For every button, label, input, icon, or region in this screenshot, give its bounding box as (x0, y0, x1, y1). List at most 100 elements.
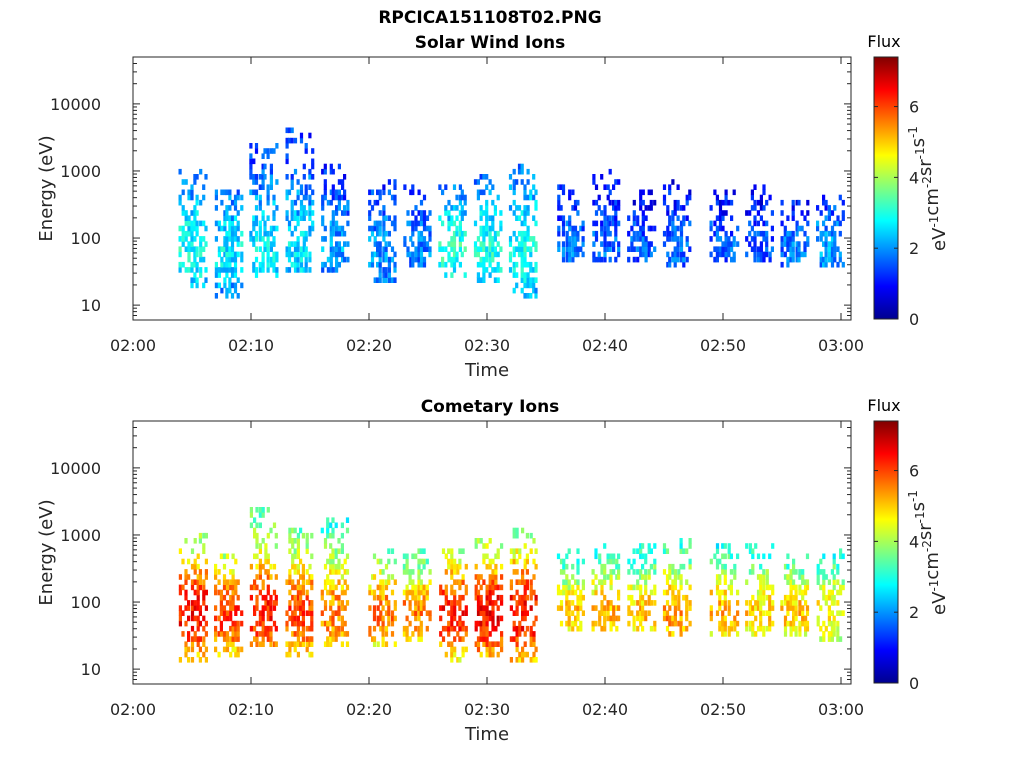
spectrogram-cell (718, 236, 723, 242)
spectrogram-cell (308, 199, 312, 206)
spectrogram-cell (190, 184, 194, 190)
spectrogram-cell (231, 569, 235, 575)
spectrogram-cell (368, 210, 372, 216)
spectrogram-cell (653, 620, 657, 627)
colorbar-label-exponent: -1 (906, 490, 920, 502)
spectrogram-cell (234, 625, 238, 632)
spectrogram-cell (783, 631, 788, 637)
spectrogram-cell (509, 558, 513, 565)
spectrogram-cell (293, 246, 298, 252)
spectrogram-cell (568, 246, 572, 252)
spectrogram-cell (195, 174, 199, 180)
spectrogram-cell (417, 241, 421, 247)
spectrogram-cell (676, 251, 680, 258)
spectrogram-cell (458, 584, 462, 591)
spectrogram-cell (272, 605, 277, 611)
spectrogram-cell (523, 230, 527, 237)
spectrogram-cell (523, 589, 527, 596)
spectrogram-cell (223, 246, 227, 252)
spectrogram-cell (713, 553, 717, 560)
spectrogram-cell (214, 563, 218, 570)
spectrogram-cell (615, 563, 619, 570)
spectrogram-cell (512, 230, 516, 237)
spectrogram-cell (649, 225, 653, 232)
spectrogram-cell (428, 230, 432, 237)
spectrogram-cell (321, 236, 325, 242)
spectrogram-cell (337, 230, 341, 237)
spectrogram-cell (372, 610, 377, 616)
spectrogram-cell (204, 569, 208, 575)
spectrogram-cell (647, 241, 651, 247)
spectrogram-cell (485, 553, 489, 560)
spectrogram-cell (529, 548, 533, 554)
spectrogram-cell (450, 569, 454, 575)
spectrogram-cell (266, 256, 270, 263)
spectrogram-cell (370, 251, 375, 258)
spectrogram-cell (567, 589, 571, 596)
spectrogram-cell (225, 241, 229, 247)
spectrogram-cell (346, 210, 350, 216)
spectrogram-cell (830, 230, 835, 237)
spectrogram-cell (632, 615, 636, 622)
spectrogram-cell (231, 594, 235, 601)
spectrogram-cell (233, 236, 238, 242)
spectrogram-cell (636, 615, 640, 622)
spectrogram-cell (612, 615, 616, 622)
spectrogram-cell (576, 600, 580, 606)
spectrogram-cell (190, 267, 194, 273)
spectrogram-cell (606, 230, 610, 237)
spectrogram-cell (285, 267, 289, 273)
spectrogram-cell (794, 615, 798, 622)
spectrogram-cell (574, 620, 578, 627)
spectrogram-cell (231, 600, 235, 606)
spectrogram-cell (730, 241, 734, 247)
spectrogram-cell (617, 553, 621, 560)
spectrogram-cell (594, 199, 599, 206)
spectrogram-cell (476, 189, 480, 196)
spectrogram-cell (724, 210, 728, 216)
spectrogram-cell (258, 631, 262, 637)
spectrogram-cell (223, 261, 227, 268)
spectrogram-cell (452, 267, 457, 273)
spectrogram-cell (190, 194, 194, 201)
spectrogram-cell (373, 241, 377, 247)
spectrogram-cell (240, 241, 244, 247)
spectrogram-cell (287, 220, 292, 227)
spectrogram-cell (592, 230, 596, 237)
spectrogram-cell (453, 646, 457, 653)
spectrogram-cell (414, 251, 418, 258)
spectrogram-cell (805, 610, 810, 616)
spectrogram-cell (329, 241, 333, 247)
spectrogram-cell (805, 605, 810, 611)
spectrogram-cell (721, 631, 725, 637)
spectrogram-cell (187, 251, 191, 258)
spectrogram-cell (736, 631, 740, 637)
spectrogram-cell (488, 558, 492, 565)
spectrogram-cell (340, 631, 344, 637)
spectrogram-cell (649, 241, 653, 247)
spectrogram-cell (214, 236, 218, 242)
spectrogram-cell (233, 225, 238, 232)
spectrogram-cell (233, 215, 238, 221)
spectrogram-cell (346, 205, 350, 211)
spectrogram-cell (461, 579, 465, 585)
spectrogram-cell (231, 641, 235, 647)
spectrogram-cell (308, 210, 312, 216)
spectrogram-cell (417, 615, 421, 622)
spectrogram-cell (568, 236, 572, 242)
spectrogram-cell (453, 589, 457, 596)
spectrogram-cell (715, 563, 720, 570)
spectrogram-cell (789, 236, 793, 242)
spectrogram-cell (562, 584, 566, 591)
spectrogram-cell (485, 589, 489, 596)
spectrogram-cell (249, 230, 253, 237)
spectrogram-cell (491, 646, 495, 653)
spectrogram-cell (592, 179, 596, 185)
spectrogram-cell (417, 230, 421, 237)
spectrogram-cell (311, 174, 315, 180)
spectrogram-cell (409, 220, 413, 227)
spectrogram-cell (668, 261, 672, 268)
spectrogram-cell (641, 543, 645, 549)
spectrogram-cell (756, 230, 760, 237)
spectrogram-cell (557, 184, 561, 190)
